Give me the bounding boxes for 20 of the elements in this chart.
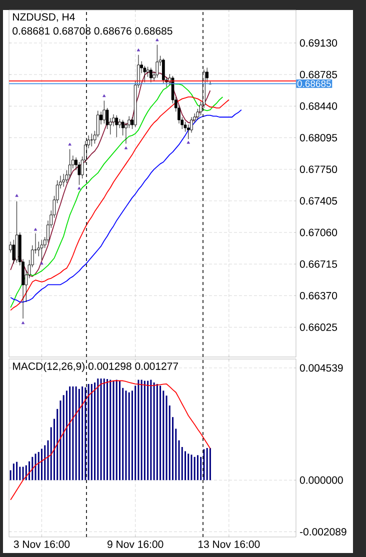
y-tick-label: -0.002089 xyxy=(300,528,346,536)
y-tick-label: 0.68095 xyxy=(300,134,338,142)
ref-line-label: 0.68685 xyxy=(297,80,331,88)
y-tick-label: 0.67750 xyxy=(300,166,338,174)
y-tick-label: 0.66715 xyxy=(300,260,338,268)
y-tick-label: 0.67060 xyxy=(300,228,338,236)
x-tick-label: 3 Nov 16:00 xyxy=(14,540,70,548)
x-tick-label: 13 Nov 16:00 xyxy=(198,540,260,548)
y-tick-label: 0.000000 xyxy=(300,476,343,484)
chart-title: MACD(12,26,9) 0.001298 0.001277 xyxy=(13,362,178,372)
y-tick-label: 0.66025 xyxy=(300,324,338,331)
y-tick-label: 0.69130 xyxy=(300,39,338,47)
y-tick-label: 0.68785 xyxy=(300,70,338,78)
y-tick-label: 0.66370 xyxy=(300,292,338,300)
chart-title: NZDUSD, H4 xyxy=(13,13,75,22)
x-tick-label: 9 Nov 16:00 xyxy=(108,540,164,548)
y-tick-label: 0.004539 xyxy=(300,364,343,372)
text: 0.68681 0.68708 0.68676 0.68685 xyxy=(12,27,172,35)
y-tick-label: 0.67405 xyxy=(300,197,338,205)
y-tick-label: 0.68440 xyxy=(300,102,338,110)
